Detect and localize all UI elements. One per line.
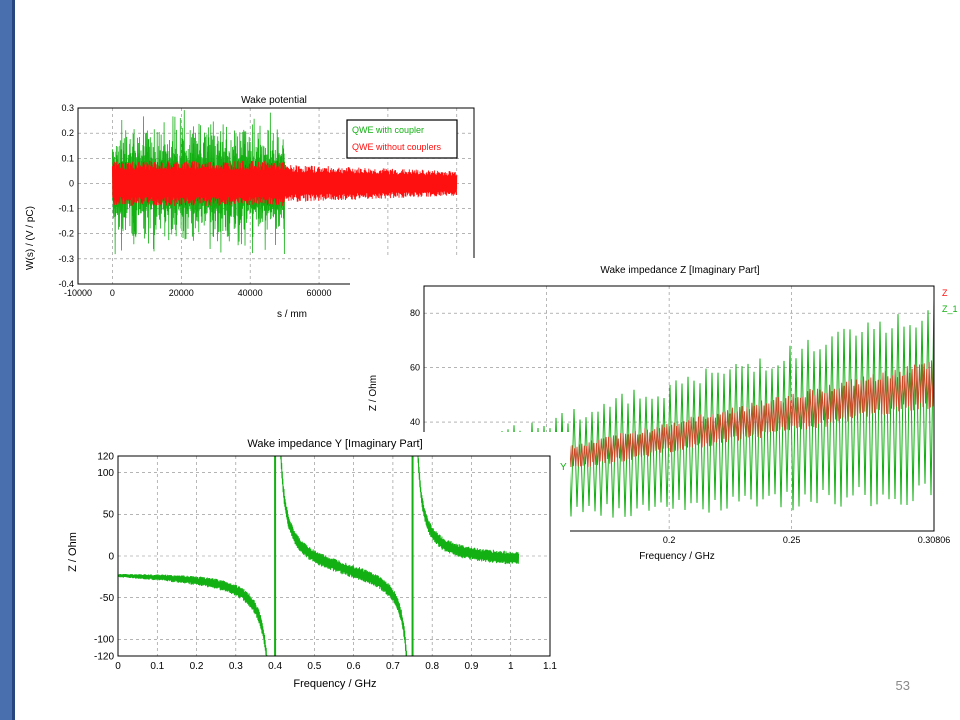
wake-impedance-z-xlabel: Frequency / GHz bbox=[639, 551, 715, 562]
y-tick-label: 0.3 bbox=[61, 103, 74, 113]
y-tick-label: 0 bbox=[69, 178, 74, 188]
wake-legend-box bbox=[346, 119, 458, 159]
x-tick-label: 0.5 bbox=[307, 661, 321, 672]
y-tick-label: 40 bbox=[410, 417, 420, 427]
z-legend-entry-z1: Z_1 bbox=[942, 304, 958, 314]
x-tick-label: 0.2 bbox=[190, 661, 204, 672]
wake-potential-xlabel: s / mm bbox=[277, 309, 307, 320]
wake-impedance-y-plot-frame bbox=[117, 455, 551, 657]
y-tick-label: 80 bbox=[410, 308, 420, 318]
x-tick-label: 0.4 bbox=[268, 661, 282, 672]
y-tick-label: 0.2 bbox=[61, 128, 74, 138]
x-tick-label: 20000 bbox=[169, 288, 194, 298]
wake-impedance-y-ylabel: Z / Ohm bbox=[67, 532, 79, 572]
series-line-without-couplers bbox=[111, 160, 458, 206]
wake-impedance-y-title: Wake impedance Y [Imaginary Part] bbox=[247, 438, 422, 450]
x-tick-label: 1.1 bbox=[543, 661, 557, 672]
y-tick-label: -0.2 bbox=[58, 229, 74, 239]
wake-potential-title: Wake potential bbox=[241, 95, 307, 106]
wake-impedance-y-chart: Wake impedance Y [Imaginary Part] Freque… bbox=[60, 432, 570, 690]
wake-potential-plot-frame bbox=[77, 107, 475, 285]
wake-potential-series bbox=[111, 110, 458, 255]
x-tick-label: 0.3 bbox=[229, 661, 243, 672]
y-tick-label: 100 bbox=[97, 468, 114, 479]
wake-potential-ylabel: W(s) / (V / pC) bbox=[25, 206, 36, 270]
x-tick-label: 0.2 bbox=[663, 535, 676, 545]
slide-accent-bar bbox=[0, 0, 15, 720]
x-tick-label: 60000 bbox=[307, 288, 332, 298]
wake-potential-legend: QWE with coupler QWE without couplers bbox=[346, 119, 458, 159]
wake-impedance-y-svg: Wake impedance Y [Imaginary Part] Freque… bbox=[67, 438, 567, 690]
x-tick-label: -10000 bbox=[64, 288, 92, 298]
x-tick-label: 0.6 bbox=[347, 661, 361, 672]
wake-impedance-z-ylabel: Z / Ohm bbox=[368, 375, 379, 411]
x-tick-label: 0.9 bbox=[465, 661, 479, 672]
page-number: 53 bbox=[895, 678, 910, 693]
x-tick-label: 0 bbox=[115, 661, 121, 672]
z-legend-entry-z: Z bbox=[942, 288, 948, 298]
wake-impedance-y-ticks: 0 0.1 0.2 0.3 0.4 0.5 0.6 0.7 0.8 0.9 1 1.1 -120 -100… bbox=[94, 451, 557, 672]
wake-legend-entry-without-couplers: QWE without couplers bbox=[352, 142, 442, 152]
y-tick-label: -50 bbox=[100, 593, 115, 604]
wake-potential-chart: Wake potential s / mm W(s) / (V / pC) -1… bbox=[22, 88, 504, 320]
x-tick-label: 0.25 bbox=[783, 535, 801, 545]
y-tick-label: -0.1 bbox=[58, 204, 74, 214]
series-line-y bbox=[118, 456, 520, 656]
x-tick-label: 0.30806 bbox=[918, 535, 951, 545]
y-tick-label: -0.4 bbox=[58, 279, 74, 289]
x-tick-label: 0.7 bbox=[386, 661, 400, 672]
y-tick-label: -120 bbox=[94, 651, 114, 662]
x-tick-label: 0.1 bbox=[150, 661, 164, 672]
wake-impedance-z-title: Wake impedance Z [Imaginary Part] bbox=[600, 265, 759, 276]
y-tick-label: 0.1 bbox=[61, 153, 74, 163]
wake-impedance-y-series bbox=[118, 456, 520, 656]
y-tick-label: -100 bbox=[94, 635, 114, 646]
y-legend-entry-y: Y bbox=[560, 462, 567, 473]
y-tick-label: 0 bbox=[108, 551, 114, 562]
wake-impedance-y-xlabel: Frequency / GHz bbox=[293, 678, 376, 690]
wake-impedance-z-plot-frame bbox=[423, 285, 935, 532]
y-tick-label: 120 bbox=[97, 451, 114, 462]
x-tick-label: 1 bbox=[508, 661, 514, 672]
y-tick-label: -0.3 bbox=[58, 254, 74, 264]
y-tick-label: 50 bbox=[103, 510, 115, 521]
y-tick-label: 60 bbox=[410, 363, 420, 373]
x-tick-label: 40000 bbox=[238, 288, 263, 298]
x-tick-label: 0 bbox=[110, 288, 115, 298]
x-tick-label: 0.8 bbox=[425, 661, 439, 672]
wake-legend-entry-with-coupler: QWE with coupler bbox=[352, 125, 424, 135]
